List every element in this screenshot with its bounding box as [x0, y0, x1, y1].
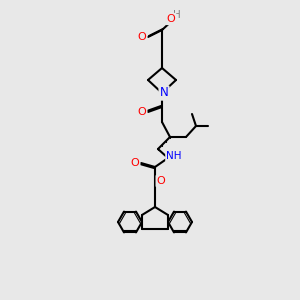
Text: O: O: [130, 158, 140, 168]
Text: NH: NH: [166, 151, 182, 161]
Text: H: H: [173, 10, 181, 20]
Text: O: O: [138, 32, 146, 42]
Text: O: O: [138, 107, 146, 117]
Text: O: O: [167, 14, 176, 24]
Text: O: O: [157, 176, 165, 186]
Text: N: N: [160, 86, 168, 100]
